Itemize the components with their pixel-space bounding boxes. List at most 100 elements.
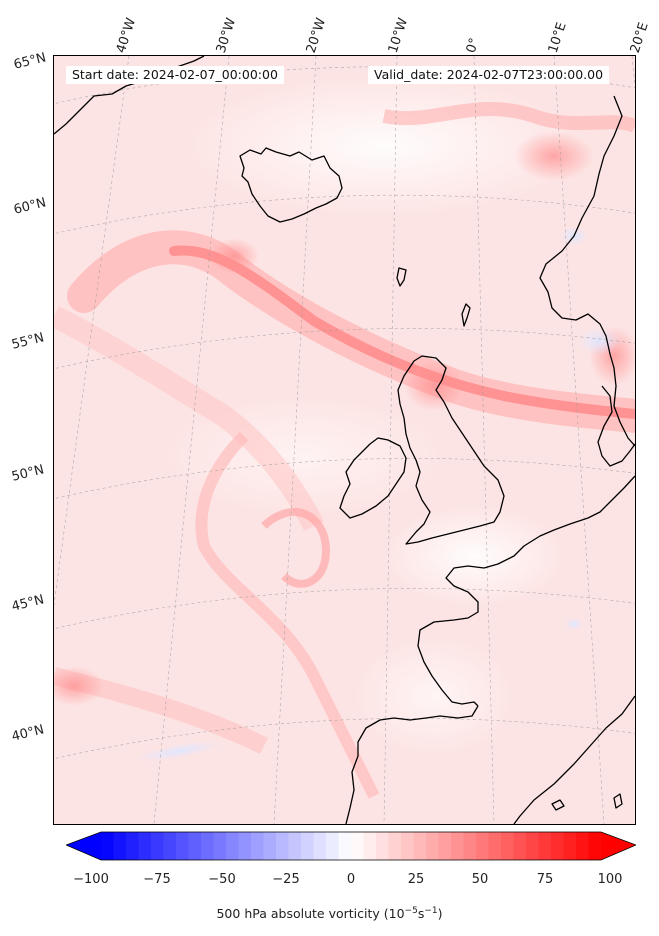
colorbar-cell <box>226 832 239 860</box>
lat-label-60n: 60°N <box>12 195 48 218</box>
colorbar-cell <box>138 832 152 860</box>
vorticity-max <box>209 238 259 274</box>
colorbar-cell <box>288 832 302 860</box>
lon-label-20w: 20°W <box>303 16 330 55</box>
colorbar-cells <box>66 832 636 860</box>
colorbar-cell <box>513 832 527 860</box>
vorticity-filament <box>195 431 380 799</box>
colorbar-tick-label: −50 <box>208 872 236 887</box>
vorticity-negative-patch <box>577 327 621 355</box>
vorticity-filament <box>261 508 330 588</box>
colorbar-cell <box>476 832 489 860</box>
colorbar-tick-label: 0 <box>346 872 356 887</box>
colorbar-tick-label: −25 <box>272 872 300 887</box>
lat-label-55n: 55°N <box>10 330 46 353</box>
colorbar-cell <box>401 832 414 860</box>
vorticity-max <box>514 131 594 181</box>
colorbar-cell <box>451 832 464 860</box>
iceland-coast <box>239 147 343 223</box>
colorbar-extend-min <box>66 832 101 860</box>
colorbar-cell <box>301 832 314 860</box>
colorbar-cell <box>126 832 139 860</box>
shetland-islands <box>461 303 471 327</box>
colorbar-cell <box>488 832 502 860</box>
colorbar-cell <box>176 832 189 860</box>
colorbar-cell <box>426 832 439 860</box>
greenland-coast <box>54 56 205 135</box>
lat-label-40n: 40°N <box>10 722 46 745</box>
colorbar-tick-label: −100 <box>73 872 109 887</box>
colorbar-cell <box>538 832 552 860</box>
great-britain-coast <box>397 355 505 545</box>
colorbar-cell <box>563 832 577 860</box>
colorbar-cell <box>113 832 127 860</box>
colorbar-cell <box>338 832 352 860</box>
lon-label-10e: 10°E <box>545 20 570 55</box>
lat-label-45n: 45°N <box>10 592 46 615</box>
colorbar-cell <box>201 832 214 860</box>
faroe-islands <box>396 267 407 287</box>
colorbar-cell <box>213 832 227 860</box>
vorticity-max <box>404 361 464 411</box>
colorbar-cell <box>151 832 164 860</box>
colorbar-tick-label: 100 <box>597 872 623 887</box>
vorticity-band-west <box>54 306 324 531</box>
colorbar-cell <box>413 832 427 860</box>
colorbar-outline <box>66 831 636 861</box>
colorbar-tick-label: 50 <box>471 872 489 887</box>
colorbar-cell <box>313 832 327 860</box>
ireland-coast <box>339 437 407 519</box>
colorbar-cell <box>238 832 252 860</box>
lat-label-65n: 65°N <box>12 50 48 73</box>
colorbar-cell <box>101 832 114 860</box>
colorbar-label: 500 hPa absolute vorticity (10−5s−1) <box>216 906 443 922</box>
colorbar-cell <box>463 832 477 860</box>
colorbar-tick-label: 75 <box>536 872 554 887</box>
norway-coast <box>539 95 635 447</box>
map-panel[interactable] <box>53 55 636 825</box>
colorbar-cell <box>326 832 339 860</box>
vorticity-low-region <box>384 506 564 606</box>
colorbar-cell <box>551 832 564 860</box>
colorbar-tick-label: 25 <box>407 872 425 887</box>
colorbar-cell <box>251 832 264 860</box>
colorbar-cell <box>501 832 514 860</box>
balearic-islands <box>551 799 565 811</box>
valid-date-label: Valid_date: 2024-02-07T23:00:00.00 <box>368 66 610 84</box>
continental-europe-coast <box>417 475 635 707</box>
start-date-label: Start date: 2024-02-07_00:00:00 <box>66 66 284 84</box>
colorbar-cell <box>163 832 177 860</box>
lon-label-0: 0° <box>463 36 483 55</box>
lon-label-30w: 30°W <box>213 16 240 55</box>
mediterranean-coast <box>513 695 635 824</box>
colorbar-cell <box>263 832 277 860</box>
colorbar-cell <box>276 832 289 860</box>
coastlines <box>54 56 635 824</box>
corsica-island <box>613 793 623 809</box>
lat-label-50n: 50°N <box>10 462 46 485</box>
vorticity-max <box>54 666 104 706</box>
longitude-gridlines <box>54 56 635 824</box>
colorbar-cell <box>388 832 402 860</box>
colorbar-cell <box>351 832 364 860</box>
lon-label-40w: 40°W <box>113 16 140 55</box>
colorbar-cell <box>588 832 602 860</box>
colorbar-cell <box>438 832 452 860</box>
colorbar-cell <box>576 832 589 860</box>
lon-label-20e: 20°E <box>627 20 652 55</box>
vorticity-negative-patch <box>134 740 224 762</box>
latitude-gridlines <box>54 66 635 760</box>
colorbar-cell <box>188 832 202 860</box>
colorbar-cell <box>526 832 539 860</box>
colorbar-tick-label: −75 <box>143 872 171 887</box>
vorticity-low-region <box>354 636 514 756</box>
vorticity-map[interactable] <box>54 56 635 824</box>
iberia-coast <box>345 705 479 824</box>
colorbar-cell <box>363 832 377 860</box>
lon-label-10w: 10°W <box>385 16 412 55</box>
colorbar-cell <box>376 832 389 860</box>
denmark-coast <box>597 385 635 467</box>
vorticity-band-north <box>382 102 635 133</box>
colorbar-extend-max <box>601 832 636 860</box>
vorticity-negative-patch <box>564 618 584 630</box>
